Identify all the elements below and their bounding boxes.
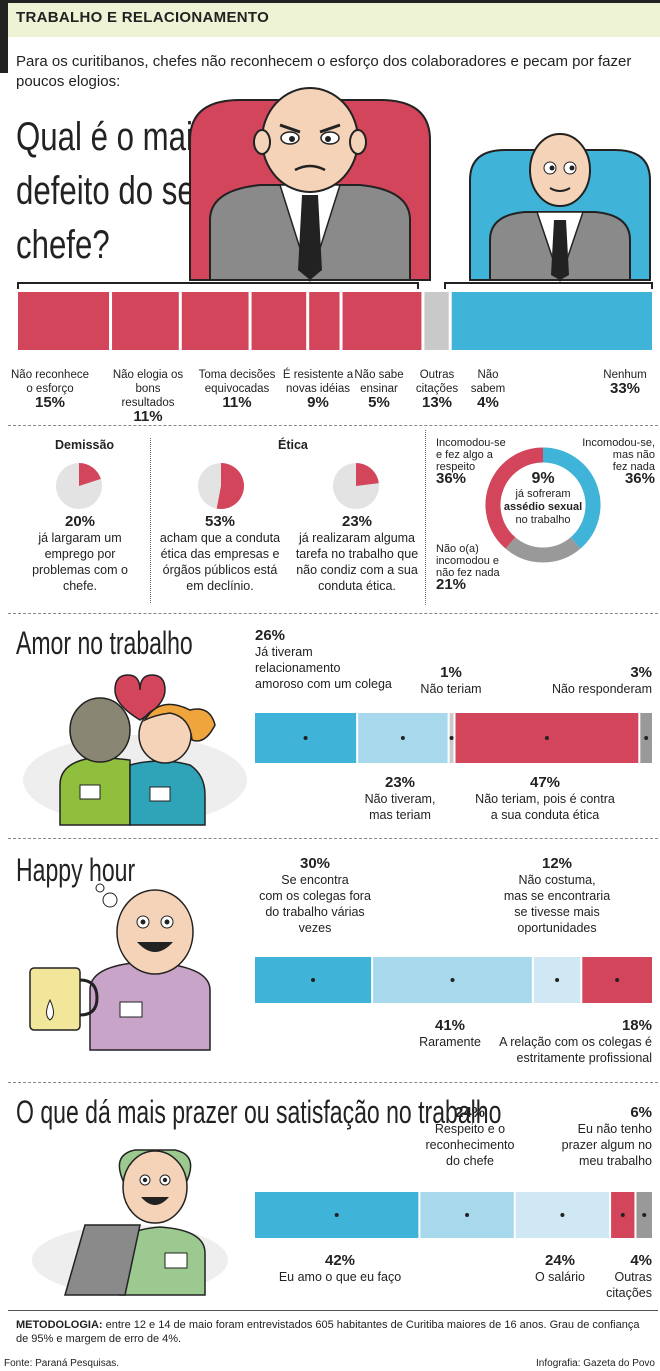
happy-hour-bar (255, 957, 652, 1003)
prazer-label-d: 24% O salário (534, 1252, 586, 1285)
prazer-label-c: 42% Eu amo o que eu faço (278, 1252, 402, 1285)
happy-label-b: 12% Não costuma, mas se encontraria se tiv… (503, 855, 611, 936)
donut-label-tr: Incomodou-se, mas não fez nada 36% (582, 437, 655, 487)
boss-bar-label: É resistente a novas idéias 9% (282, 369, 354, 411)
boss-bar-label: Nenhum 33% (603, 369, 647, 397)
bar-dot (450, 978, 455, 982)
amor-bar (255, 713, 652, 763)
boss-bar-label: Não elogia os bons resultados 11% (112, 369, 184, 425)
bar-dot (615, 978, 620, 982)
pie-conduta (333, 463, 379, 509)
boss-bar-segment (451, 292, 652, 350)
boss-bar-label: Não reconhece o esforço 15% (11, 369, 89, 411)
footer-rule (8, 1310, 658, 1311)
donut-label-bl: Não o(a) incomodou e não fez nada 21% (436, 543, 500, 593)
divider (8, 838, 658, 839)
bar-dot (465, 1213, 470, 1217)
header-accent (0, 0, 8, 37)
amor-label-c: 3% Não responderam (551, 664, 652, 697)
methodology: METODOLOGIA: entre 12 e 14 de maio foram… (16, 1319, 640, 1345)
amor-label-e: 47% Não teriam, pois é contra a sua condut… (475, 774, 615, 823)
boss-illustration (189, 87, 431, 283)
pie-slice (216, 463, 244, 509)
divider (8, 613, 658, 614)
bar-dot (644, 736, 649, 740)
happy-hour-illustration (29, 883, 211, 1051)
relaxed-worker-illustration (32, 1149, 228, 1296)
bar-dot (311, 978, 316, 982)
boss-bar-label: Não sabe ensinar 5% (354, 369, 404, 411)
pie-etica-caption: 53% acham que a conduta ética das empres… (159, 513, 281, 594)
boss-bar-segment (424, 292, 449, 350)
question-title: Qual é o maior defeito do seu chefe? (16, 115, 221, 267)
prazer-label-e: 4% Outras citações (606, 1252, 652, 1301)
donut-segment (505, 537, 581, 563)
pie-divider (425, 430, 426, 605)
bar-dot (555, 978, 560, 982)
boss-bar-label: Outras citações 13% (415, 369, 459, 411)
pie-slice (79, 463, 101, 486)
donut-center: 9% já sofreram assédio sexual no trabalh… (503, 470, 583, 526)
boss-bar-label: Toma decisões equivocadas 11% (198, 369, 276, 411)
header-title: TRABALHO E RELACIONAMENTO (16, 9, 270, 26)
pie-conduta-caption: 23% já realizaram alguma tarefa no traba… (295, 513, 419, 594)
pie-demissao (56, 463, 102, 509)
section-title-happy: Happy hour (16, 852, 136, 888)
pie-slice (356, 463, 379, 486)
pie-divider (150, 438, 151, 603)
harassment-donut (485, 447, 601, 563)
bar-dot (449, 736, 454, 740)
prazer-label-a: 24% Respeito e o reconhecimento do chefe (425, 1104, 515, 1169)
employee-illustration (469, 133, 651, 283)
boss-bar-segment (18, 292, 110, 350)
credit: Infografia: Gazeta do Povo (536, 1358, 655, 1369)
boss-defects-bar (17, 282, 653, 350)
boss-bracket (17, 282, 419, 289)
divider (8, 425, 658, 426)
donut-segment (485, 447, 544, 549)
pie-etica (198, 463, 244, 509)
employee-bracket (444, 282, 653, 289)
pie-demissao-caption: 20% já largaram um emprego por problemas… (32, 513, 128, 594)
bar-dot (642, 1213, 647, 1217)
bar-dot (620, 1213, 625, 1217)
boss-bar-label: Não sabem 4% (470, 369, 506, 411)
boss-bar-segment (342, 292, 422, 350)
happy-label-d: 18% A relação com os colegas é estritament… (499, 1017, 652, 1066)
boss-bar-segment (181, 292, 249, 350)
prazer-label-b: 6% Eu não tenho prazer algum no meu trabal… (561, 1104, 652, 1169)
happy-label-c: 41% Raramente (419, 1017, 481, 1050)
section-title-amor: Amor no trabalho (16, 625, 193, 661)
intro-text: Para os curitibanos, chefes não reconhec… (16, 53, 632, 90)
donut-segment (542, 447, 601, 549)
amor-label-b: 1% Não teriam (420, 664, 482, 697)
bar-dot (560, 1213, 565, 1217)
divider (8, 1082, 658, 1083)
amor-label-a: 26% Já tiveram relacionamento amoroso com … (255, 627, 392, 692)
section-title-prazer: O que dá mais prazer ou satisfação no tr… (16, 1094, 502, 1130)
boss-bar-segment (251, 292, 307, 350)
boss-bar-segment (112, 292, 179, 350)
bar-dot (303, 736, 308, 740)
bar-dot (400, 736, 405, 740)
couple-illustration (23, 674, 247, 826)
bar-dot (334, 1213, 339, 1217)
intro-accent (0, 37, 8, 73)
source: Fonte: Paraná Pesquisas. (4, 1358, 120, 1369)
header-band (0, 0, 660, 37)
pie-demissao-title: Demissão (55, 438, 115, 452)
happy-label-a: 30% Se encontra com os colegas fora do tra… (259, 855, 371, 936)
pie-etica-title: Ética (278, 438, 308, 452)
prazer-bar (255, 1192, 652, 1238)
boss-bar-segment (309, 292, 340, 350)
amor-label-d: 23% Não tiveram, mas teriam (364, 774, 436, 823)
donut-label-tl: Incomodou-se e fez algo a respeito 36% (436, 437, 506, 487)
bar-dot (544, 736, 549, 740)
